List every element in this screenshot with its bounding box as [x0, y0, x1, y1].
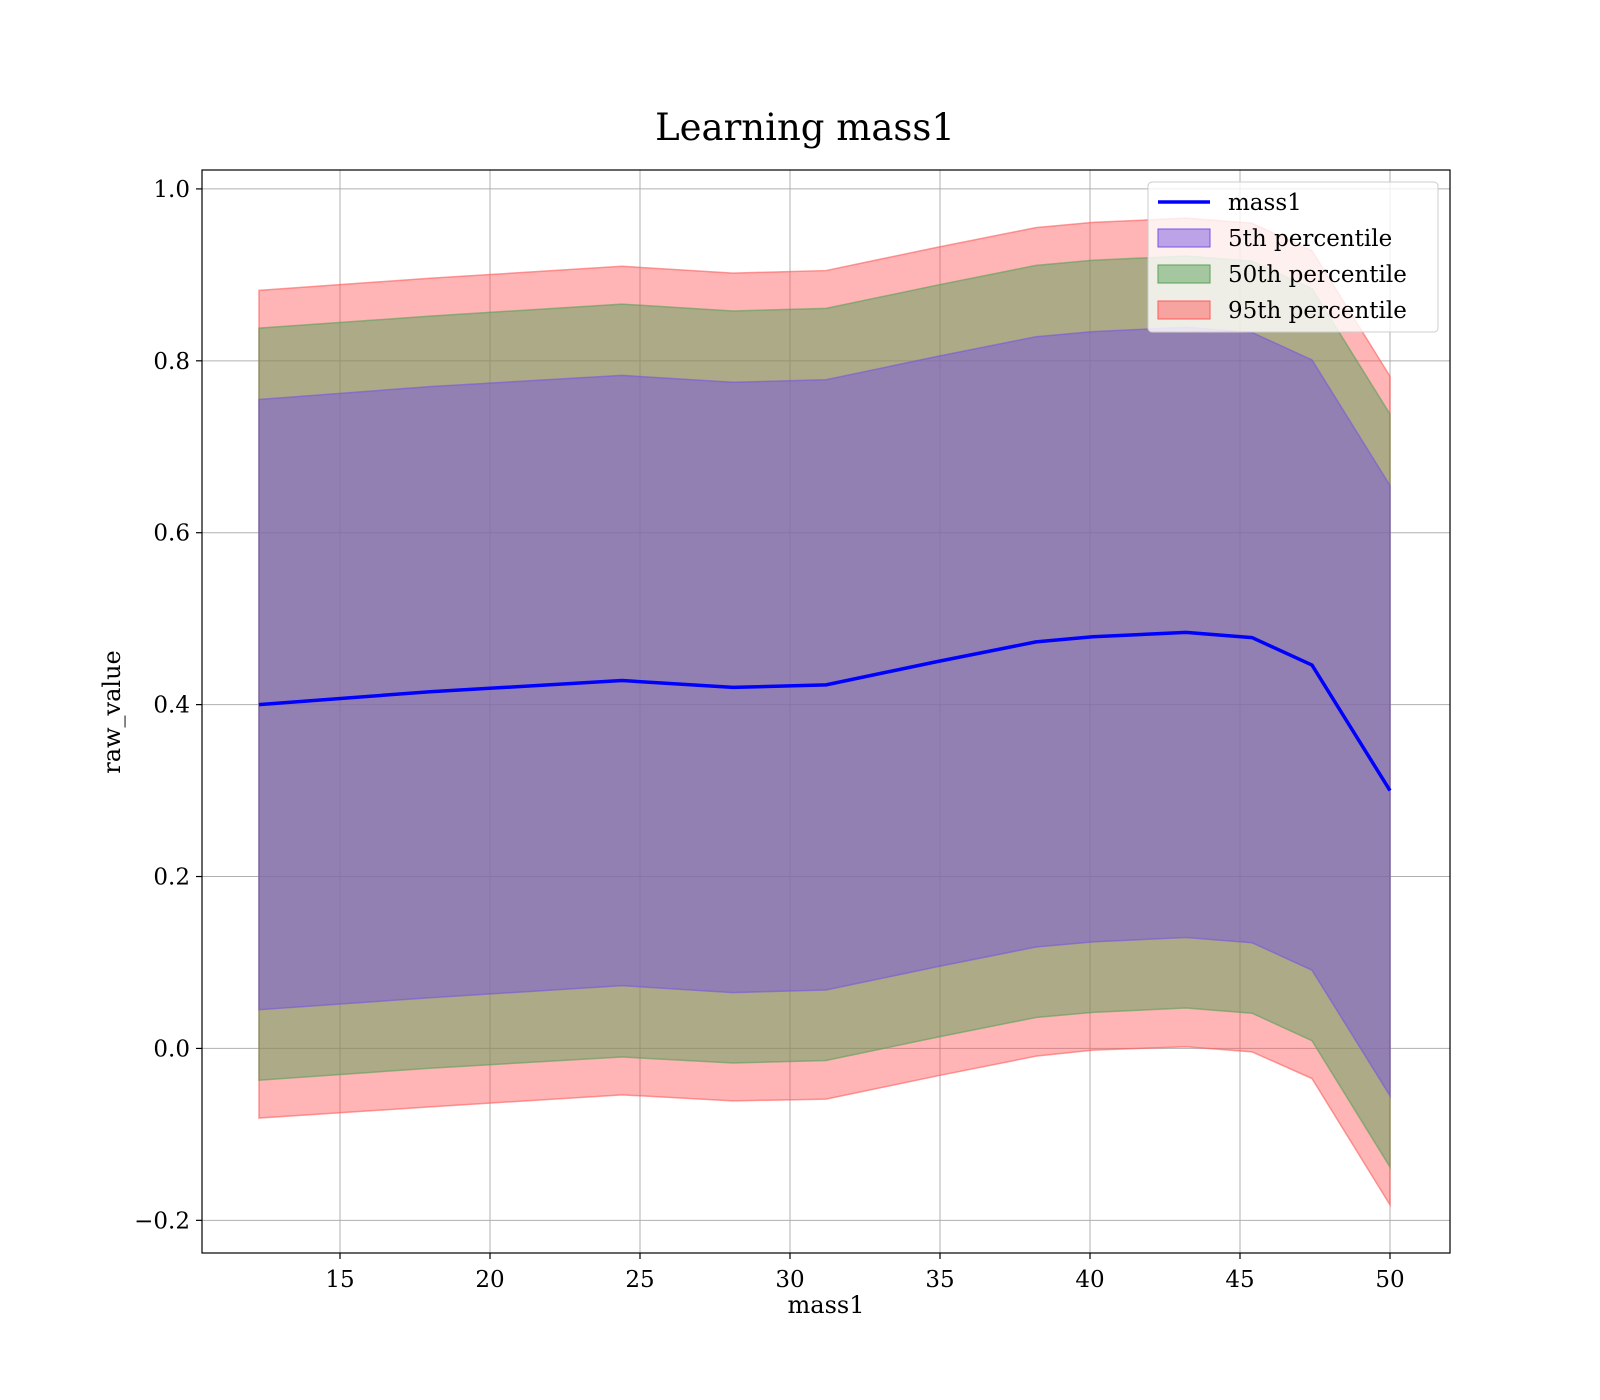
x-axis-label: mass1 — [788, 1291, 865, 1319]
y-axis-label: raw_value — [98, 650, 126, 774]
y-tick-label: 0.4 — [153, 693, 190, 719]
percentile-bands — [258, 217, 1391, 1208]
x-tick-label: 15 — [325, 1267, 354, 1293]
y-tick-label: 0.0 — [153, 1036, 190, 1062]
y-axis-ticks: −0.2 0.0 0.2 0.4 0.6 0.8 1.0 — [134, 177, 202, 1234]
legend-frame — [1147, 181, 1439, 333]
legend-patch-swatch — [1157, 300, 1211, 320]
band-5th-percentile — [258, 326, 1391, 1099]
legend-label: 95th percentile — [1228, 298, 1407, 324]
x-tick-label: 25 — [625, 1267, 654, 1293]
x-axis-ticks: 15 20 25 30 35 40 45 50 — [325, 1253, 1405, 1293]
legend-label: 50th percentile — [1228, 262, 1407, 288]
mass1-line — [258, 630, 1392, 792]
legend-patch-swatch — [1157, 228, 1211, 248]
chart-title: Learning mass1 — [655, 106, 955, 149]
x-tick-label: 50 — [1375, 1267, 1404, 1293]
x-tick-label: 30 — [775, 1267, 804, 1293]
legend-label: mass1 — [1228, 190, 1302, 216]
y-tick-label: 0.2 — [153, 865, 190, 891]
legend: mass1 5th percentile 50th percentile 95th p… — [1147, 181, 1439, 333]
y-tick-label: 1.0 — [153, 177, 190, 203]
x-tick-label: 35 — [925, 1267, 954, 1293]
y-tick-label: 0.8 — [153, 349, 190, 375]
x-tick-label: 45 — [1225, 1267, 1254, 1293]
mass1-series — [258, 630, 1392, 792]
y-tick-label: 0.6 — [153, 521, 190, 547]
legend-label: 5th percentile — [1228, 226, 1392, 252]
x-tick-label: 40 — [1075, 1267, 1104, 1293]
x-tick-label: 20 — [475, 1267, 504, 1293]
legend-patch-swatch — [1157, 264, 1211, 284]
y-tick-label: −0.2 — [134, 1208, 190, 1234]
plot-frame — [201, 169, 1451, 1254]
